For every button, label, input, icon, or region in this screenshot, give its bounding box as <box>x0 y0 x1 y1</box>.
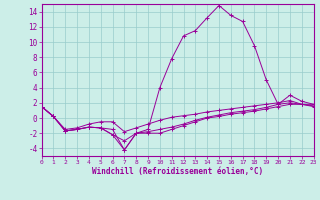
X-axis label: Windchill (Refroidissement éolien,°C): Windchill (Refroidissement éolien,°C) <box>92 167 263 176</box>
